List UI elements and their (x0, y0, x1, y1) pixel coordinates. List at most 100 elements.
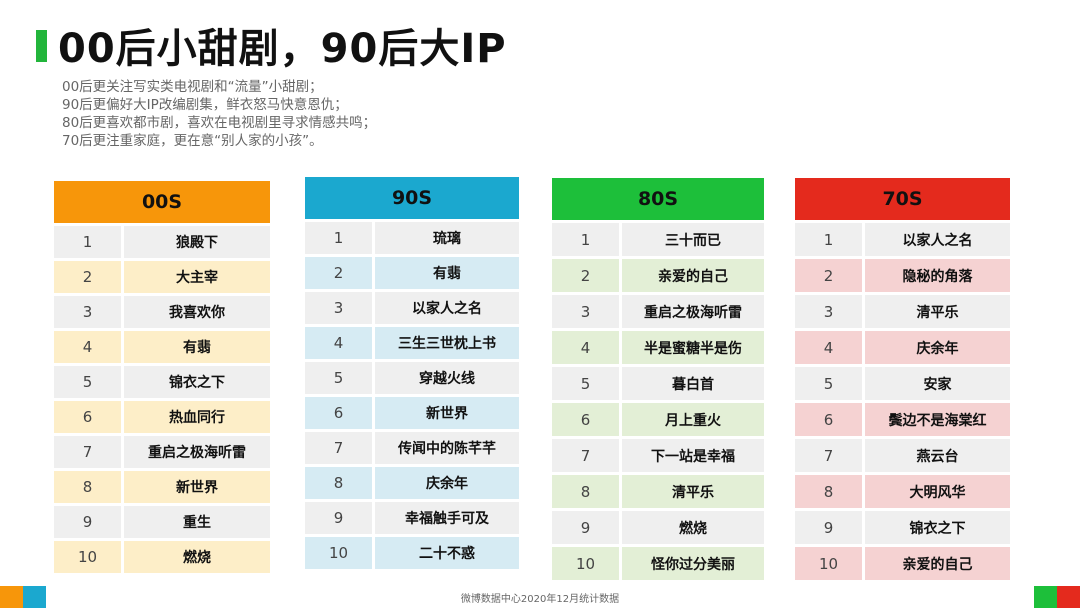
rank-cell: 1 (305, 222, 372, 254)
table-row: 9 燃烧 (552, 511, 764, 544)
rank-cell: 3 (54, 296, 121, 328)
title-cell: 有翡 (375, 257, 519, 289)
table-row: 7 下一站是幸福 (552, 439, 764, 472)
title-cell: 幸福触手可及 (375, 502, 519, 534)
table-row: 8 新世界 (54, 471, 270, 503)
title-cell: 狼殿下 (124, 226, 270, 258)
table-row: 3 重启之极海听雷 (552, 295, 764, 328)
footer-source: 微博数据中心2020年12月统计数据 (460, 594, 620, 605)
rank-cell: 5 (305, 362, 372, 394)
rank-cell: 7 (552, 439, 619, 472)
title-cell: 半是蜜糖半是伤 (622, 331, 764, 364)
table-row: 9 锦衣之下 (795, 511, 1010, 544)
table-header: 00S (54, 181, 270, 223)
rank-cell: 3 (305, 292, 372, 324)
rank-cell: 1 (54, 226, 121, 258)
rank-cell: 4 (54, 331, 121, 363)
table-row: 8 清平乐 (552, 475, 764, 508)
title-cell: 以家人之名 (865, 223, 1010, 256)
rank-cell: 8 (552, 475, 619, 508)
corner-block-red (1057, 586, 1080, 608)
rank-cell: 7 (54, 436, 121, 468)
table-row: 3 以家人之名 (305, 292, 519, 324)
rank-cell: 2 (305, 257, 372, 289)
title-cell: 暮白首 (622, 367, 764, 400)
title-cell: 传闻中的陈芊芊 (375, 432, 519, 464)
rank-cell: 1 (795, 223, 862, 256)
table-row: 10 二十不惑 (305, 537, 519, 569)
title-cell: 庆余年 (375, 467, 519, 499)
subtitle-line: 00后更关注写实类电视剧和“流量”小甜剧； (62, 79, 323, 95)
table-row: 1 琉璃 (305, 222, 519, 254)
table-header: 70S (795, 178, 1010, 220)
table-row: 5 安家 (795, 367, 1010, 400)
subtitle: 00后更关注写实类电视剧和“流量”小甜剧； 90后更偏好大IP改编剧集，鲜衣怒马… (62, 78, 376, 150)
title-cell: 新世界 (124, 471, 270, 503)
title-cell: 锦衣之下 (124, 366, 270, 398)
ranking-table-70s: 70S 1 以家人之名 2 隐秘的角落 3 清平乐 4 庆余年 5 安家 6 鬓边不是海棠红 7 燕云台 8 大… (795, 178, 1010, 580)
title-cell: 庆余年 (865, 331, 1010, 364)
table-row: 9 重生 (54, 506, 270, 538)
title-cell: 亲爱的自己 (865, 547, 1010, 580)
table-row: 2 亲爱的自己 (552, 259, 764, 292)
table-row: 9 幸福触手可及 (305, 502, 519, 534)
table-row: 6 热血同行 (54, 401, 270, 433)
rank-cell: 6 (305, 397, 372, 429)
rank-cell: 2 (795, 259, 862, 292)
title-cell: 燃烧 (622, 511, 764, 544)
table-row: 4 三生三世枕上书 (305, 327, 519, 359)
table-row: 8 庆余年 (305, 467, 519, 499)
rank-cell: 10 (552, 547, 619, 580)
ranking-table-90s: 90S 1 琉璃 2 有翡 3 以家人之名 4 三生三世枕上书 5 穿越火线 6 新世界 7 传闻中的陈芊芊… (305, 177, 519, 569)
table-row: 7 重启之极海听雷 (54, 436, 270, 468)
ranking-table-00s: 00S 1 狼殿下 2 大主宰 3 我喜欢你 4 有翡 5 锦衣之下 6 热血同行 7 重启之极海听雷 8 新世… (54, 181, 270, 573)
table-row: 6 新世界 (305, 397, 519, 429)
rank-cell: 4 (795, 331, 862, 364)
rank-cell: 5 (54, 366, 121, 398)
title-cell: 亲爱的自己 (622, 259, 764, 292)
title-cell: 燕云台 (865, 439, 1010, 472)
table-row: 3 清平乐 (795, 295, 1010, 328)
rank-cell: 7 (305, 432, 372, 464)
title-cell: 安家 (865, 367, 1010, 400)
rank-cell: 2 (54, 261, 121, 293)
title-cell: 以家人之名 (375, 292, 519, 324)
title-cell: 月上重火 (622, 403, 764, 436)
table-row: 10 亲爱的自己 (795, 547, 1010, 580)
rank-cell: 9 (54, 506, 121, 538)
rank-cell: 2 (552, 259, 619, 292)
rank-cell: 10 (305, 537, 372, 569)
title-cell: 清平乐 (622, 475, 764, 508)
table-header: 90S (305, 177, 519, 219)
table-row: 2 隐秘的角落 (795, 259, 1010, 292)
rank-cell: 3 (795, 295, 862, 328)
subtitle-line: 70后更注重家庭，更在意“别人家的小孩”。 (62, 133, 323, 149)
rank-cell: 4 (552, 331, 619, 364)
table-row: 1 三十而已 (552, 223, 764, 256)
rank-cell: 8 (795, 475, 862, 508)
table-row: 2 大主宰 (54, 261, 270, 293)
title-cell: 鬓边不是海棠红 (865, 403, 1010, 436)
title-cell: 穿越火线 (375, 362, 519, 394)
table-row: 5 穿越火线 (305, 362, 519, 394)
title-accent-bar (36, 30, 47, 62)
table-row: 5 锦衣之下 (54, 366, 270, 398)
table-row: 4 有翡 (54, 331, 270, 363)
rank-cell: 6 (795, 403, 862, 436)
table-row: 8 大明风华 (795, 475, 1010, 508)
table-row: 3 我喜欢你 (54, 296, 270, 328)
title-cell: 我喜欢你 (124, 296, 270, 328)
rank-cell: 10 (795, 547, 862, 580)
table-row: 2 有翡 (305, 257, 519, 289)
rank-cell: 9 (305, 502, 372, 534)
rank-cell: 8 (54, 471, 121, 503)
title-cell: 清平乐 (865, 295, 1010, 328)
subtitle-line: 80后更喜欢都市剧，喜欢在电视剧里寻求情感共鸣； (62, 115, 377, 131)
title-cell: 有翡 (124, 331, 270, 363)
page-title: 00后小甜剧，90后大IP (58, 26, 507, 72)
rank-cell: 4 (305, 327, 372, 359)
title-cell: 新世界 (375, 397, 519, 429)
title-cell: 大明风华 (865, 475, 1010, 508)
title-cell: 隐秘的角落 (865, 259, 1010, 292)
ranking-table-80s: 80S 1 三十而已 2 亲爱的自己 3 重启之极海听雷 4 半是蜜糖半是伤 5 暮白首 6 月上重火 7… (552, 178, 764, 580)
